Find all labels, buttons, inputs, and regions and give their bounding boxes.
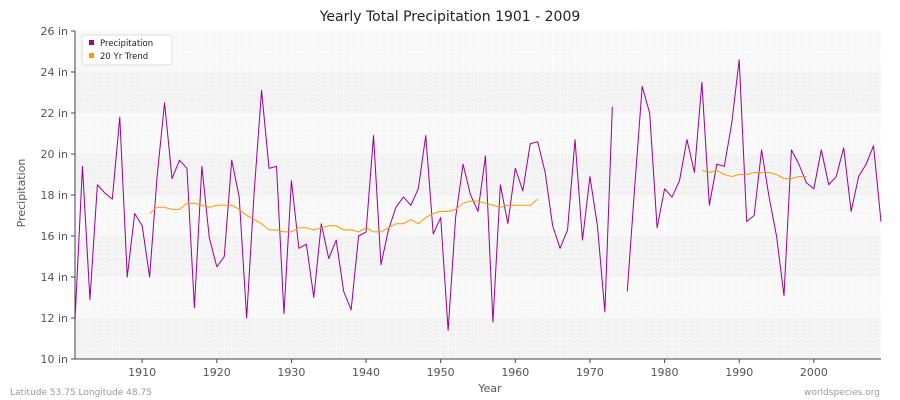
x-tick-label: 1920 (203, 366, 231, 379)
x-tick-label: 1960 (501, 366, 529, 379)
y-tick-label: 10 in (40, 353, 68, 366)
legend: Precipitation 20 Yr Trend (81, 34, 173, 66)
footer-location: Latitude 53.75 Longitude 48.75 (10, 388, 152, 398)
chart-title: Yearly Total Precipitation 1901 - 2009 (319, 9, 581, 25)
y-tick-label: 26 in (40, 25, 68, 38)
trend-line (149, 169, 807, 233)
y-tick-label: 18 in (40, 189, 68, 202)
legend-label-precipitation: Precipitation (100, 39, 153, 49)
y-tick-label: 12 in (40, 312, 68, 325)
precipitation-line (74, 59, 882, 331)
series-layer (74, 59, 882, 331)
x-tick-label: 2000 (800, 366, 828, 379)
y-axis-label: Precipitation (15, 159, 28, 228)
axes: 10 in 12 in 14 in 16 in 18 in 20 in 22 in 24 in… (40, 25, 881, 379)
legend-swatch-precipitation (89, 40, 94, 45)
legend-box (81, 34, 173, 66)
y-tick-label: 24 in (40, 66, 68, 79)
x-tick-label: 1970 (576, 366, 604, 379)
y-tick-label: 22 in (40, 107, 68, 120)
x-tick-label: 1980 (651, 366, 679, 379)
y-tick-label: 16 in (40, 230, 68, 243)
legend-label-trend: 20 Yr Trend (100, 52, 148, 62)
footer-site: worldspecies.org (804, 388, 880, 398)
x-axis-label: Year (477, 382, 502, 395)
x-tick-label: 1910 (128, 366, 156, 379)
y-tick-label: 14 in (40, 271, 68, 284)
x-tick-label: 1940 (352, 366, 380, 379)
legend-swatch-trend (89, 53, 94, 58)
y-tick-label: 20 in (40, 148, 68, 161)
x-tick-label: 1930 (277, 366, 305, 379)
x-tick-label: 1950 (427, 366, 455, 379)
grid (74, 31, 882, 359)
x-tick-label: 1990 (725, 366, 753, 379)
